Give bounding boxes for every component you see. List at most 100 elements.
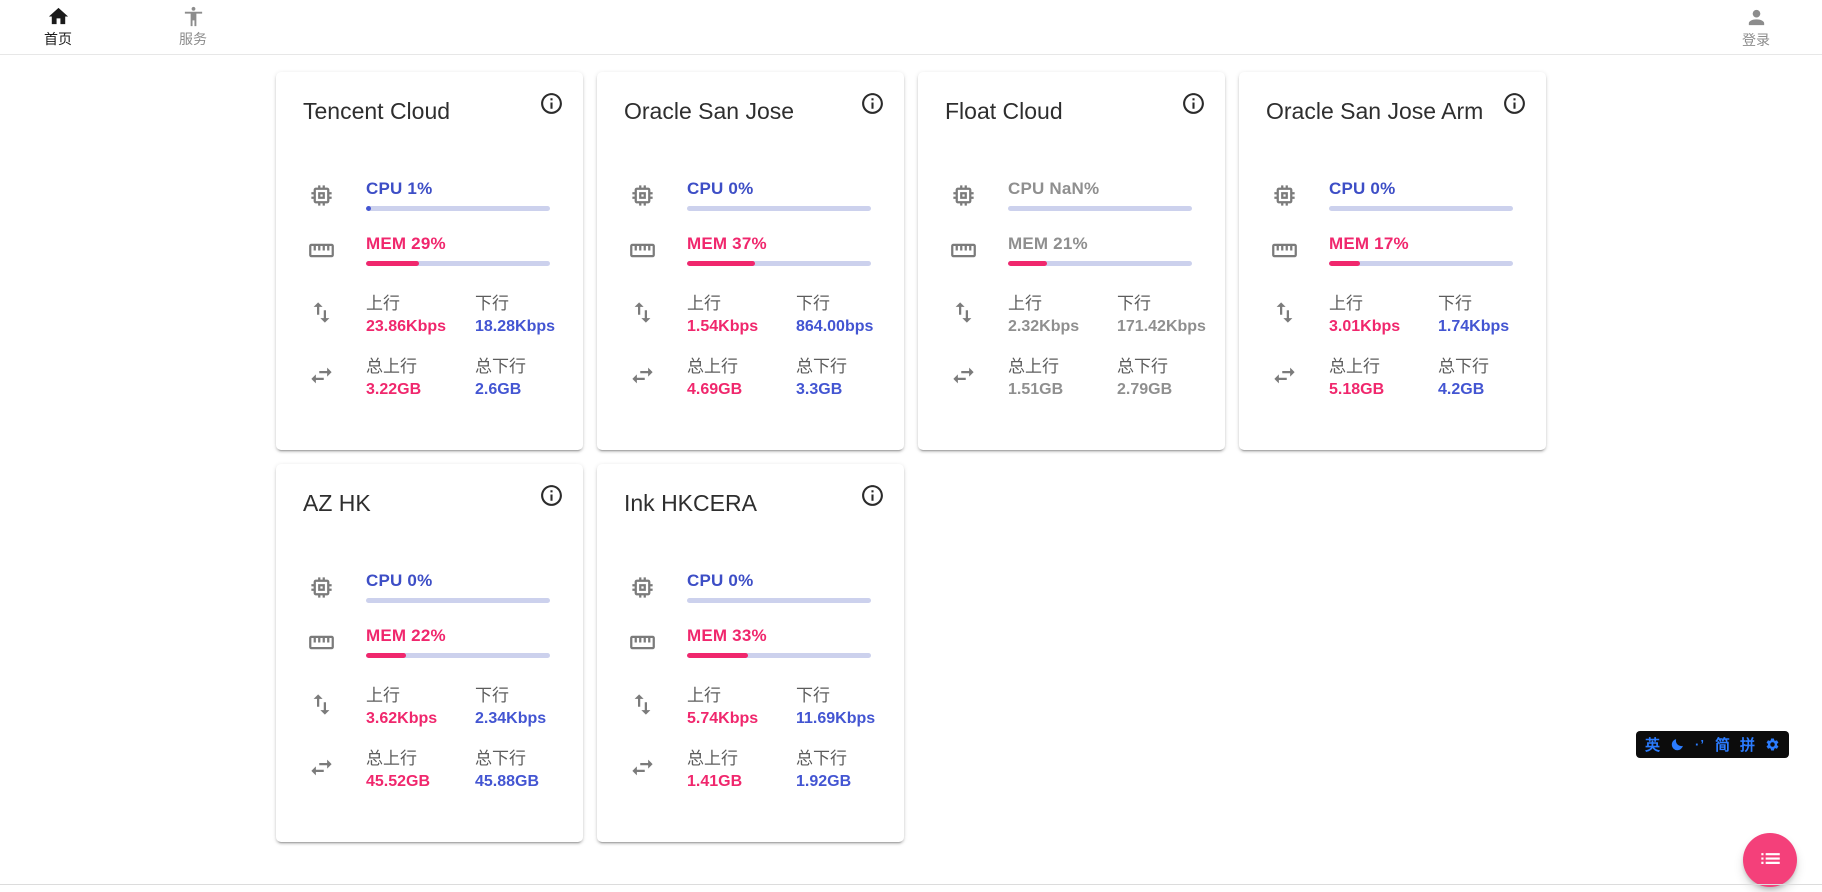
mem-progress-fill	[366, 653, 407, 658]
server-name: Tencent Cloud	[303, 98, 451, 124]
total-upload-label: 总上行	[687, 749, 738, 768]
mem-row: MEM 17%	[1239, 234, 1546, 266]
list-icon	[1757, 845, 1783, 876]
server-name: AZ HK	[303, 490, 371, 516]
cpu-row: CPU NaN%	[918, 179, 1225, 211]
mem-progress-fill	[366, 261, 420, 266]
network-speed-row: 上行 23.86Kbps 下行 18.28Kbps	[276, 289, 583, 336]
network-total-row: 总上行 1.51GB 总下行 2.79GB	[918, 352, 1225, 399]
cpu-chip-icon	[276, 574, 366, 601]
network-total-row: 总上行 4.69GB 总下行 3.3GB	[597, 352, 904, 399]
ime-simplified-toggle[interactable]: 简	[1714, 737, 1730, 754]
mem-row: MEM 29%	[276, 234, 583, 266]
total-upload-value: 4.69GB	[687, 381, 743, 398]
mem-row: MEM 33%	[597, 626, 904, 658]
ime-punctuation-toggle[interactable]: ·’	[1695, 737, 1705, 752]
info-icon[interactable]	[539, 483, 564, 508]
mem-progress-bar	[366, 653, 550, 658]
total-download-value: 3.3GB	[796, 381, 843, 398]
swap-vertical-icon	[276, 691, 366, 718]
total-download-label: 总下行	[1117, 357, 1168, 376]
download-label: 下行	[475, 294, 509, 313]
nav-home-label: 首页	[44, 31, 72, 47]
mem-usage-label: MEM 21%	[1008, 234, 1088, 253]
download-label: 下行	[1117, 294, 1151, 313]
nav-item-services[interactable]: 服务	[167, 5, 219, 49]
network-speed-row: 上行 3.01Kbps 下行 1.74Kbps	[1239, 289, 1546, 336]
ime-pinyin-toggle[interactable]: 拼	[1739, 737, 1755, 754]
upload-speed-value: 3.62Kbps	[366, 710, 438, 727]
upload-speed-value: 23.86Kbps	[366, 318, 447, 335]
server-card: Oracle San Jose CPU 0%	[597, 72, 904, 450]
network-speed-row: 上行 1.54Kbps 下行 864.00bps	[597, 289, 904, 336]
mem-row: MEM 37%	[597, 234, 904, 266]
total-download-label: 总下行	[475, 357, 526, 376]
cpu-usage-label: CPU 0%	[687, 571, 754, 590]
upload-label: 上行	[687, 686, 721, 705]
mem-progress-fill	[687, 261, 756, 266]
upload-speed-value: 5.74Kbps	[687, 710, 759, 727]
total-upload-value: 5.18GB	[1329, 381, 1385, 398]
info-icon[interactable]	[539, 91, 564, 116]
server-card: AZ HK CPU 0% MEM	[276, 464, 583, 842]
info-icon[interactable]	[860, 91, 885, 116]
cpu-chip-icon	[276, 182, 366, 209]
upload-label: 上行	[687, 294, 721, 313]
swap-horizontal-icon	[276, 754, 366, 781]
mem-progress-bar	[687, 261, 871, 266]
total-download-label: 总下行	[475, 749, 526, 768]
download-speed-value: 18.28Kbps	[475, 318, 556, 335]
swap-horizontal-icon	[597, 754, 687, 781]
total-download-label: 总下行	[796, 749, 847, 768]
footer-divider	[0, 884, 1822, 885]
nav-item-login[interactable]: 登录	[1730, 6, 1782, 50]
accessibility-icon	[182, 5, 205, 28]
memory-ruler-icon	[597, 629, 687, 656]
network-total-row: 总上行 45.52GB 总下行 45.88GB	[276, 744, 583, 791]
network-total-row: 总上行 3.22GB 总下行 2.6GB	[276, 352, 583, 399]
network-total-row: 总上行 1.41GB 总下行 1.92GB	[597, 744, 904, 791]
cpu-row: CPU 0%	[597, 571, 904, 603]
ime-lang-toggle[interactable]: 英	[1645, 737, 1661, 754]
swap-vertical-icon	[918, 299, 1008, 326]
mem-progress-bar	[1329, 261, 1513, 266]
cpu-row: CPU 0%	[1239, 179, 1546, 211]
total-upload-value: 1.41GB	[687, 773, 743, 790]
total-upload-label: 总上行	[366, 357, 417, 376]
info-icon[interactable]	[1181, 91, 1206, 116]
moon-icon[interactable]	[1670, 737, 1685, 752]
download-label: 下行	[796, 294, 830, 313]
network-speed-row: 上行 3.62Kbps 下行 2.34Kbps	[276, 681, 583, 728]
upload-label: 上行	[1329, 294, 1363, 313]
home-icon	[47, 5, 70, 28]
info-icon[interactable]	[860, 483, 885, 508]
download-speed-value: 11.69Kbps	[796, 710, 876, 727]
cpu-usage-label: CPU 0%	[366, 571, 433, 590]
cpu-row: CPU 1%	[276, 179, 583, 211]
mem-usage-label: MEM 33%	[687, 626, 767, 645]
top-navigation: 首页 服务 登录	[0, 0, 1822, 55]
total-download-value: 4.2GB	[1438, 381, 1485, 398]
server-stats: CPU 0% MEM 22%	[276, 571, 583, 791]
server-name: Oracle San Jose Arm	[1266, 98, 1484, 124]
info-icon[interactable]	[1502, 91, 1527, 116]
total-upload-value: 3.22GB	[366, 381, 422, 398]
download-speed-value: 864.00bps	[796, 318, 874, 335]
mem-progress-fill	[1329, 261, 1361, 266]
swap-vertical-icon	[597, 691, 687, 718]
download-speed-value: 171.42Kbps	[1117, 318, 1206, 335]
cpu-progress-fill	[366, 206, 371, 211]
mem-row: MEM 21%	[918, 234, 1225, 266]
network-speed-row: 上行 2.32Kbps 下行 171.42Kbps	[918, 289, 1225, 336]
gear-icon[interactable]	[1765, 737, 1780, 752]
upload-speed-value: 1.54Kbps	[687, 318, 759, 335]
cpu-row: CPU 0%	[276, 571, 583, 603]
upload-label: 上行	[1008, 294, 1042, 313]
total-download-value: 45.88GB	[475, 773, 540, 790]
nav-item-home[interactable]: 首页	[32, 5, 84, 49]
cpu-progress-bar	[687, 598, 871, 603]
server-list-fab[interactable]	[1743, 833, 1797, 887]
mem-usage-label: MEM 22%	[366, 626, 446, 645]
person-icon	[1745, 6, 1768, 29]
memory-ruler-icon	[918, 237, 1008, 264]
